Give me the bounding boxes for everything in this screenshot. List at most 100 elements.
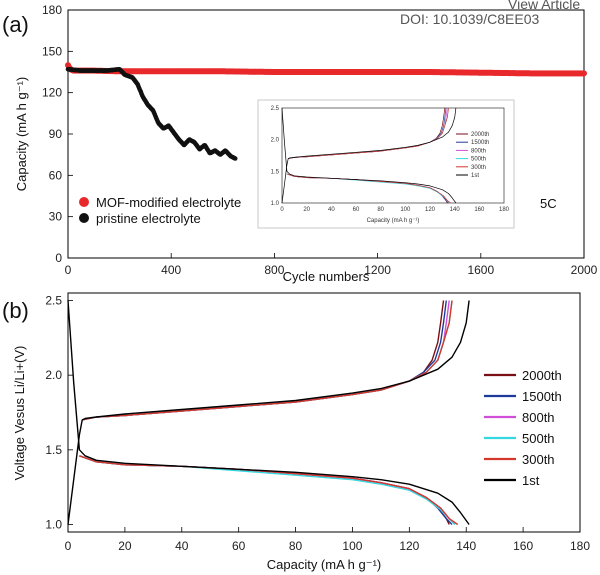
- discharge-curve: [67, 300, 470, 525]
- legend-label: 1st: [522, 473, 540, 488]
- panel-a-y-tick-label: 60: [49, 168, 63, 182]
- inset-y-tick-label: 1.5: [271, 169, 280, 175]
- panel-b-ticks: 0 20 40 60 80 100 120 140 160 180 1.0 1.5 2.0 2.5: [45, 293, 590, 553]
- inset-x-tick-label: 140: [450, 207, 461, 213]
- panel-a-y-tick-label: 30: [49, 210, 63, 224]
- legend-marker-pristine: [79, 213, 89, 223]
- panel-b-y-tick-label: 2.5: [45, 293, 62, 307]
- panel-b-x-tick-label: 60: [232, 539, 246, 553]
- inset-x-tick-label: 60: [353, 207, 360, 213]
- inset-axes-frame: [281, 107, 505, 204]
- legend-label: 2000th: [522, 368, 562, 383]
- inset-x-tick-label: 0: [280, 207, 284, 213]
- doi-text: DOI: 10.1039/C8EE03: [400, 11, 540, 27]
- legend-marker-mof: [79, 197, 89, 207]
- panel-a: (a) 0 400 800 1200 1600 20000306090120150180 …: [2, 3, 598, 284]
- inset-legend-label: 500th: [471, 157, 486, 163]
- panel-b-label: (b): [2, 298, 29, 323]
- rate-label: 5C: [540, 196, 557, 211]
- inset-legend-label: 800th: [471, 148, 486, 154]
- legend-label-pristine: pristine electrolyte: [96, 211, 201, 226]
- panel-a-y-tick-label: 180: [42, 3, 62, 17]
- panel-b-x-tick-label: 20: [118, 539, 132, 553]
- panel-b-y-tick-label: 1.0: [45, 518, 62, 532]
- panel-b-xlabel: Capacity (mA h g⁻¹): [267, 557, 382, 572]
- panel-a-x-tick-label: 1200: [364, 263, 391, 277]
- panel-a-label: (a): [2, 12, 29, 37]
- charge-curve: [82, 300, 447, 421]
- panel-a-legend: MOF-modified electrolyte pristine electr…: [79, 195, 241, 226]
- inset-legend: 2000th 1500th 800th 500th 300th 1st: [456, 132, 489, 179]
- panel-b: (b) 0 20 40 60 80 100 120 140 160 180 1.0 1.5 2.0 2.5…: [2, 292, 590, 572]
- mof-point: [581, 70, 587, 77]
- inset-y-tick-label: 2.5: [271, 106, 280, 112]
- legend-label: 1500th: [522, 389, 562, 404]
- inset-xlabel: Capacity (mA h g⁻¹): [367, 218, 420, 224]
- inset-series-line: [288, 107, 449, 160]
- panel-a-x-tick-label: 0: [65, 263, 72, 277]
- inset-y-tick-label: 1.0: [271, 201, 280, 207]
- panel-b-x-tick-label: 120: [399, 539, 419, 553]
- inset-x-tick-label: 160: [474, 207, 485, 213]
- inset-x-tick-label: 40: [328, 207, 335, 213]
- charge-curve: [82, 300, 450, 421]
- panel-b-x-tick-label: 160: [513, 539, 533, 553]
- panel-a-x-tick-label: 400: [161, 263, 181, 277]
- panel-a-y-tick-label: 120: [42, 86, 62, 100]
- panel-a-x-tick-label: 2000: [571, 263, 598, 277]
- inset-series-line: [281, 107, 457, 204]
- panel-b-x-tick-label: 180: [570, 539, 590, 553]
- discharge-curve: [79, 455, 456, 525]
- discharge-curve: [79, 455, 450, 525]
- panel-a-y-tick-label: 0: [55, 251, 62, 265]
- panel-b-legend: 2000th 1500th 800th 500th 300th 1st: [484, 368, 562, 488]
- legend-label-mof: MOF-modified electrolyte: [96, 195, 241, 210]
- inset-y-tick-label: 2.0: [271, 138, 280, 144]
- inset-x-tick-label: 180: [499, 207, 510, 213]
- panel-b-y-tick-label: 1.5: [45, 443, 62, 457]
- inset-x-tick-label: 20: [303, 207, 310, 213]
- discharge-curve: [79, 455, 456, 525]
- panel-b-x-tick-label: 80: [289, 539, 303, 553]
- panel-b-x-tick-label: 40: [175, 539, 189, 553]
- panel-a-y-tick-label: 90: [49, 127, 63, 141]
- panel-b-x-tick-label: 140: [456, 539, 476, 553]
- inset-legend-label: 1500th: [471, 140, 489, 146]
- inset-series-line: [286, 173, 452, 204]
- pristine-point: [232, 156, 238, 161]
- discharge-curve: [79, 455, 453, 525]
- inset-series-line: [281, 107, 457, 204]
- inset-ticks: 0 20 40 60 80 100 120 140 160 180 1.0 1.5 2.0 2.5: [271, 106, 510, 213]
- charge-curve: [67, 300, 470, 525]
- inset-background: [257, 99, 515, 229]
- inset-chart: 0 20 40 60 80 100 120 140 160 180 1.0 1.5 2.0 2.5 Cap…: [257, 99, 515, 229]
- panel-a-x-tick-label: 800: [264, 263, 284, 277]
- panel-a-y-tick-label: 150: [42, 44, 62, 58]
- discharge-curve: [79, 455, 459, 526]
- panel-a-x-tick-label: 1600: [467, 263, 494, 277]
- legend-label: 500th: [522, 431, 555, 446]
- panel-a-marks: [65, 62, 587, 161]
- panel-b-axes-frame: [67, 292, 581, 533]
- panel-b-ylabel: Voltage Vesus Li/Li+(V): [12, 346, 27, 481]
- inset-legend-label: 300th: [471, 165, 486, 171]
- charge-curve: [82, 300, 445, 421]
- panel-b-y-tick-label: 2.0: [45, 368, 62, 382]
- panel-b-x-tick-label: 0: [65, 539, 72, 553]
- inset-legend-label: 2000th: [471, 132, 489, 138]
- charge-curve: [82, 300, 453, 421]
- panel-b-x-tick-label: 100: [342, 539, 362, 553]
- panel-a-xlabel: Cycle numbers: [283, 269, 370, 284]
- inset-marks: [281, 107, 457, 204]
- view-article-link[interactable]: View Article: [508, 0, 580, 12]
- inset-x-tick-label: 100: [400, 207, 411, 213]
- inset-x-tick-label: 80: [377, 207, 384, 213]
- legend-label: 300th: [522, 452, 555, 467]
- inset-x-tick-label: 120: [425, 207, 436, 213]
- legend-label: 800th: [522, 410, 555, 425]
- inset-legend-label: 1st: [471, 173, 479, 179]
- panel-a-ylabel: Capacity (mA h g⁻¹): [14, 77, 29, 192]
- panel-b-marks: [67, 300, 470, 526]
